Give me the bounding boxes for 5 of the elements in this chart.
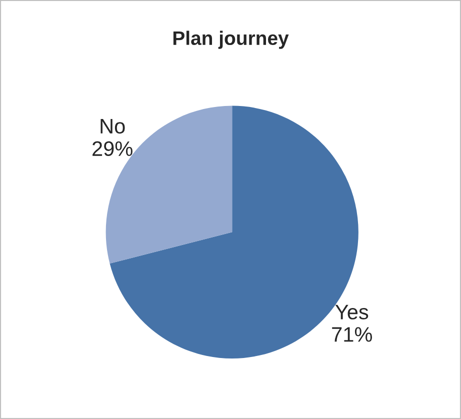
data-label: 29% <box>92 141 132 156</box>
chart-title: Plan journey <box>173 30 289 49</box>
slice-label: No <box>100 119 125 134</box>
data-label: 71% <box>332 327 372 342</box>
slice-label: Yes <box>335 304 368 320</box>
